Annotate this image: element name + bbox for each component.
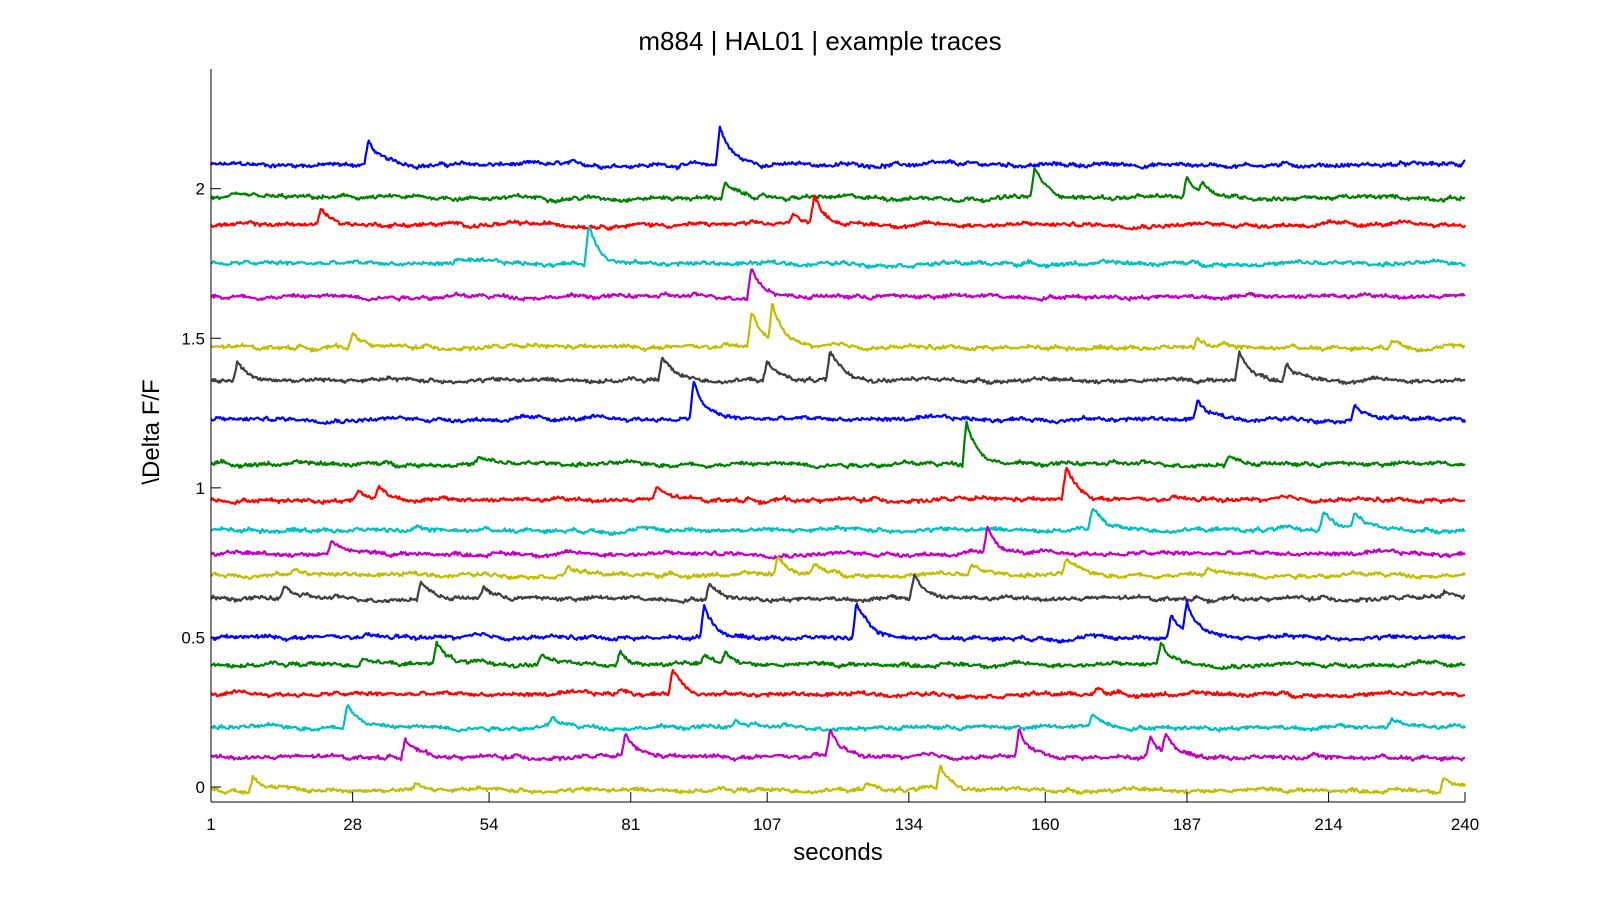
trace-line-5: [210, 268, 1466, 302]
chart-title: m884 | HAL01 | example traces: [638, 26, 1001, 56]
trace-line-2: [210, 167, 1466, 204]
y-tick-label: 0.5: [181, 628, 205, 647]
trace-line-17: [210, 668, 1466, 701]
x-tick-label: 214: [1314, 815, 1342, 834]
y-tick-label: 1: [196, 479, 205, 498]
trace-group: [209, 125, 1467, 796]
x-tick-label: 187: [1173, 815, 1201, 834]
trace-line-6: [210, 302, 1466, 353]
x-tick-label: 134: [895, 815, 923, 834]
x-tick-label: 160: [1031, 815, 1059, 834]
x-tick-label: 1: [206, 815, 215, 834]
trace-line-1: [210, 125, 1466, 171]
trace-line-19: [210, 728, 1466, 762]
trace-line-20: [210, 764, 1467, 796]
trace-line-10: [209, 466, 1466, 506]
trace-line-4: [210, 226, 1466, 270]
x-axis-label: seconds: [793, 839, 882, 866]
trace-line-14: [210, 573, 1466, 605]
plot-area: [211, 69, 1465, 802]
trace-line-15: [210, 600, 1466, 644]
x-tick-label: 240: [1451, 815, 1479, 834]
y-axis-label: \Delta F/F: [138, 379, 165, 484]
y-tick-label: 0: [196, 778, 205, 797]
trace-line-3: [210, 194, 1466, 231]
y-tick-label: 1.5: [181, 329, 205, 348]
y-tick-label: 2: [196, 180, 205, 199]
trace-line-13: [210, 556, 1466, 581]
axes: 1 28 54 81 107 134 160 187 214 240 0 0.5 1 1.5 2: [181, 69, 1479, 834]
trace-line-11: [210, 508, 1466, 537]
x-tick-label: 28: [343, 815, 362, 834]
trace-line-18: [210, 704, 1466, 733]
x-tick-label: 54: [480, 815, 499, 834]
x-tick-label: 81: [621, 815, 640, 834]
trace-line-7: [210, 350, 1466, 386]
trace-line-8: [210, 380, 1467, 425]
trace-line-9: [210, 420, 1466, 470]
trace-line-16: [210, 640, 1466, 671]
trace-line-12: [210, 525, 1466, 560]
x-tick-label: 107: [753, 815, 781, 834]
